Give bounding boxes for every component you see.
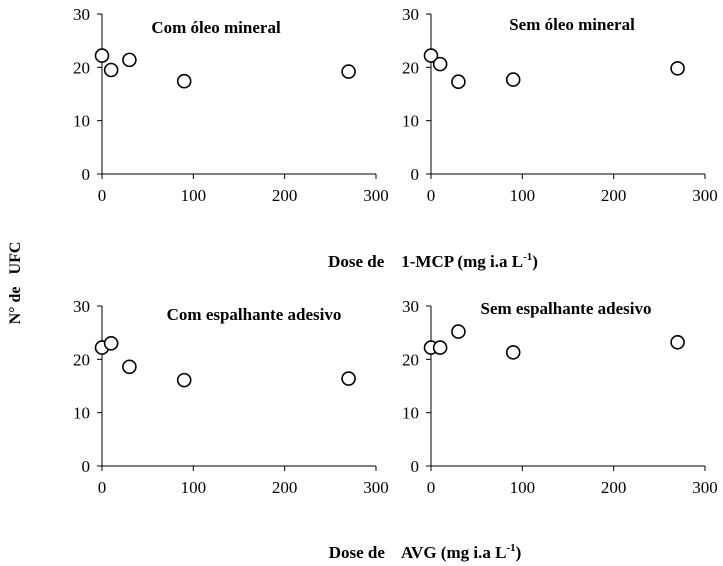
data-point xyxy=(122,359,137,375)
y-tick-label: 30 xyxy=(73,297,90,316)
data-point xyxy=(103,336,119,351)
data-point xyxy=(505,72,521,87)
y-tick-label: 0 xyxy=(82,165,91,184)
data-point xyxy=(176,372,192,388)
y-tick-label: 0 xyxy=(411,165,420,184)
x-tick-label: 300 xyxy=(692,186,718,205)
y-tick-label: 20 xyxy=(402,350,419,369)
x-tick-label: 0 xyxy=(427,186,436,205)
x-tick-label: 100 xyxy=(181,478,207,497)
y-tick-label: 20 xyxy=(73,58,90,77)
data-point xyxy=(670,334,685,350)
y-axis-label: N° de UFC xyxy=(7,242,24,325)
data-point xyxy=(94,48,110,63)
data-point xyxy=(103,62,119,78)
y-tick-label: 10 xyxy=(73,404,90,423)
data-point xyxy=(432,340,448,355)
x-axis-label-top: Dose de 1-MCP (mg i.a L-1) xyxy=(328,251,538,271)
data-point xyxy=(670,61,685,76)
x-axis-label-bottom-sup: -1 xyxy=(506,542,515,554)
x-tick-label: 100 xyxy=(510,186,536,205)
x-axis-label-bottom-suffix: ) xyxy=(516,543,522,562)
x-tick-label: 200 xyxy=(272,478,298,497)
x-tick-label: 0 xyxy=(98,478,107,497)
data-point xyxy=(432,56,448,72)
data-point xyxy=(423,48,439,63)
x-axis-label-bottom-text: Dose de AVG (mg i.a L xyxy=(329,543,507,562)
y-tick-label: 30 xyxy=(402,5,419,24)
x-tick-label: 0 xyxy=(98,186,107,205)
panel-title: Sem óleo mineral xyxy=(509,15,635,34)
y-tick-label: 30 xyxy=(402,297,419,316)
y-tick-label: 10 xyxy=(402,112,419,131)
x-tick-label: 200 xyxy=(601,186,627,205)
x-tick-label: 0 xyxy=(427,478,436,497)
data-point xyxy=(451,74,466,90)
y-tick-label: 10 xyxy=(73,112,90,131)
data-point xyxy=(341,371,356,386)
x-axis-label-top-suffix: ) xyxy=(532,252,538,271)
x-axis-label-bottom: Dose de AVG (mg i.a L-1) xyxy=(329,542,522,562)
y-tick-label: 0 xyxy=(411,457,420,476)
panel-title: Com óleo mineral xyxy=(151,18,281,37)
y-tick-label: 20 xyxy=(402,58,419,77)
x-axis-label-top-text: Dose de 1-MCP (mg i.a L xyxy=(328,252,523,271)
data-point xyxy=(451,324,466,339)
y-tick-label: 30 xyxy=(73,5,90,24)
x-tick-label: 300 xyxy=(363,478,389,497)
panel-title: Com espalhante adesivo xyxy=(167,305,342,324)
x-tick-label: 300 xyxy=(692,478,718,497)
panel-title: Sem espalhante adesivo xyxy=(481,299,652,318)
x-tick-label: 100 xyxy=(181,186,207,205)
data-point xyxy=(176,73,192,89)
x-axis-label-top-sup: -1 xyxy=(523,251,532,263)
y-tick-label: 10 xyxy=(402,404,419,423)
data-point xyxy=(122,52,137,68)
data-point xyxy=(341,64,356,79)
x-tick-label: 100 xyxy=(510,478,536,497)
y-tick-label: 0 xyxy=(82,457,91,476)
data-point xyxy=(505,345,521,360)
x-tick-label: 300 xyxy=(363,186,389,205)
x-tick-label: 200 xyxy=(272,186,298,205)
x-tick-label: 200 xyxy=(601,478,627,497)
y-tick-label: 20 xyxy=(73,350,90,369)
